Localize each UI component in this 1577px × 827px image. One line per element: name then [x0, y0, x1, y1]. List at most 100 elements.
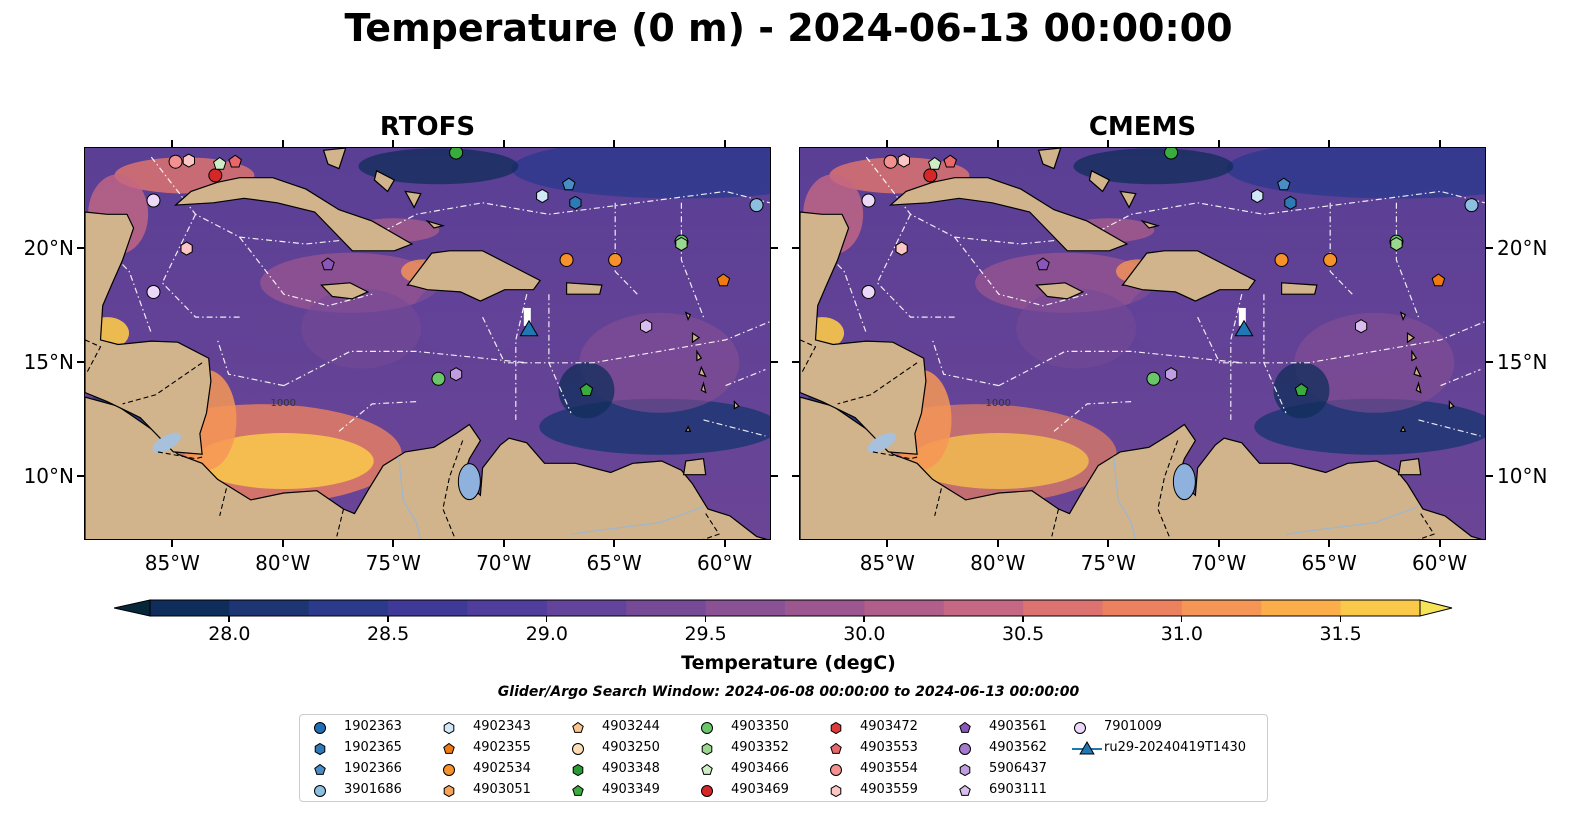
argo-float-marker — [562, 177, 576, 191]
lon-tick-mark — [1328, 140, 1331, 147]
lon-tick-mark — [392, 540, 395, 547]
argo-float-marker — [1294, 383, 1309, 396]
argo-float-marker — [1036, 257, 1050, 271]
colorbar-tick-mark — [1022, 616, 1024, 622]
argo-float-marker — [883, 154, 898, 169]
legend-label: 4903562 — [989, 740, 1047, 755]
argo-float-marker — [749, 198, 764, 213]
lat-tick-label-left: 20°N — [23, 235, 74, 260]
argo-float-marker — [1355, 319, 1368, 334]
legend-label: 7901009 — [1104, 719, 1162, 734]
legend-label: 4903559 — [860, 782, 918, 797]
legend-marker — [830, 764, 842, 776]
legend-label: 4903561 — [989, 719, 1047, 734]
glider-marker — [519, 319, 539, 337]
argo-float-marker — [1323, 252, 1338, 267]
argo-float-marker — [943, 154, 957, 168]
lat-tick-mark — [792, 360, 799, 363]
lon-tick-mark — [1328, 540, 1331, 547]
legend-marker — [572, 721, 584, 733]
argo-float-marker — [569, 195, 582, 210]
lat-tick-mark — [771, 246, 778, 249]
legend-marker — [830, 784, 842, 798]
argo-float-marker — [321, 257, 335, 271]
legend-label: 1902363 — [344, 719, 402, 734]
argo-float-marker — [146, 284, 161, 299]
colorbar-tick-mark — [545, 616, 548, 622]
figure-title: Temperature (0 m) - 2024-06-13 00:00:00 — [344, 6, 1233, 50]
colorbar-tick-mark — [387, 616, 389, 622]
legend-marker — [959, 784, 971, 796]
argo-float-marker — [450, 367, 463, 382]
lon-tick-mark — [502, 540, 505, 547]
search-window-text: Glider/Argo Search Window: 2024-06-08 00… — [497, 684, 1080, 700]
lon-tick-mark — [1217, 140, 1220, 147]
legend-marker — [701, 763, 713, 775]
lon-tick-label: 65°W — [586, 551, 642, 575]
colorbar-tick-label: 28.5 — [366, 623, 410, 645]
lon-tick-mark — [502, 140, 505, 147]
lon-tick-mark — [1217, 540, 1220, 547]
legend-label: 4903553 — [860, 740, 918, 755]
lon-tick-label: 60°W — [1411, 551, 1468, 575]
argo-float-marker — [608, 252, 623, 267]
legend-marker — [314, 722, 326, 734]
lat-tick-mark — [771, 360, 778, 363]
bathymetry-contour-label: 1000 — [986, 398, 1011, 409]
legend-label: ru29-20240419T1430 — [1104, 740, 1247, 755]
lat-tick-mark — [1486, 246, 1493, 249]
map-panel-rtofs: 1000 — [84, 147, 771, 540]
lat-tick-mark — [77, 246, 84, 249]
colorbar-tick-mark — [704, 616, 707, 622]
lon-tick-mark — [613, 540, 616, 547]
lat-tick-label-right: 10°N — [1497, 464, 1548, 489]
legend-marker — [314, 763, 326, 775]
glider-marker — [1234, 319, 1254, 337]
argo-float-marker — [1274, 252, 1289, 267]
argo-float-marker — [168, 154, 183, 169]
legend-marker — [443, 764, 455, 776]
legend-label: 4903469 — [731, 782, 789, 797]
lon-tick-mark — [392, 140, 395, 147]
argo-float-marker — [449, 148, 464, 160]
legend-label: 6903111 — [989, 782, 1047, 797]
legend-label: 4902343 — [473, 719, 531, 734]
argo-float-marker — [146, 193, 161, 208]
lon-tick-mark — [281, 540, 284, 547]
lon-tick-label: 70°W — [476, 551, 532, 575]
lat-tick-label-left: 10°N — [23, 464, 74, 489]
argo-float-marker — [213, 156, 227, 170]
lon-tick-mark — [1107, 140, 1110, 147]
argo-float-marker — [640, 319, 653, 334]
colorbar-tick-label: 31.0 — [1160, 623, 1204, 645]
legend-marker — [314, 785, 326, 797]
argo-float-marker — [895, 241, 908, 256]
lon-tick-mark — [1107, 540, 1110, 547]
lon-tick-mark — [171, 140, 174, 147]
argo-float-marker — [897, 153, 910, 168]
legend-label: 1902366 — [344, 761, 402, 776]
legend-label: 4903472 — [860, 719, 918, 734]
argo-float-marker — [1284, 195, 1297, 210]
legend-label: 4903051 — [473, 782, 531, 797]
lon-tick-label: 70°W — [1191, 551, 1247, 575]
colorbar-tick-label: 29.5 — [684, 623, 727, 645]
argo-float-marker — [928, 156, 942, 170]
legend-marker — [959, 721, 971, 733]
legend-label: 5906437 — [989, 761, 1047, 776]
lat-tick-mark — [1486, 360, 1493, 363]
lat-tick-mark — [792, 475, 799, 478]
legend-marker — [1072, 740, 1102, 755]
legend-marker — [443, 742, 455, 754]
lon-tick-label: 65°W — [1301, 551, 1357, 575]
argo-float-marker — [180, 241, 193, 256]
argo-float-marker — [923, 168, 938, 183]
lat-tick-label-left: 15°N — [23, 349, 74, 374]
lon-tick-mark — [723, 140, 726, 147]
legend-marker — [959, 743, 971, 755]
lon-tick-mark — [886, 540, 889, 547]
lat-tick-mark — [1486, 475, 1493, 478]
panel-title-cmems: CMEMS — [1088, 112, 1197, 142]
colorbar-tick-label: 30.5 — [1001, 623, 1045, 645]
lat-tick-mark — [792, 246, 799, 249]
